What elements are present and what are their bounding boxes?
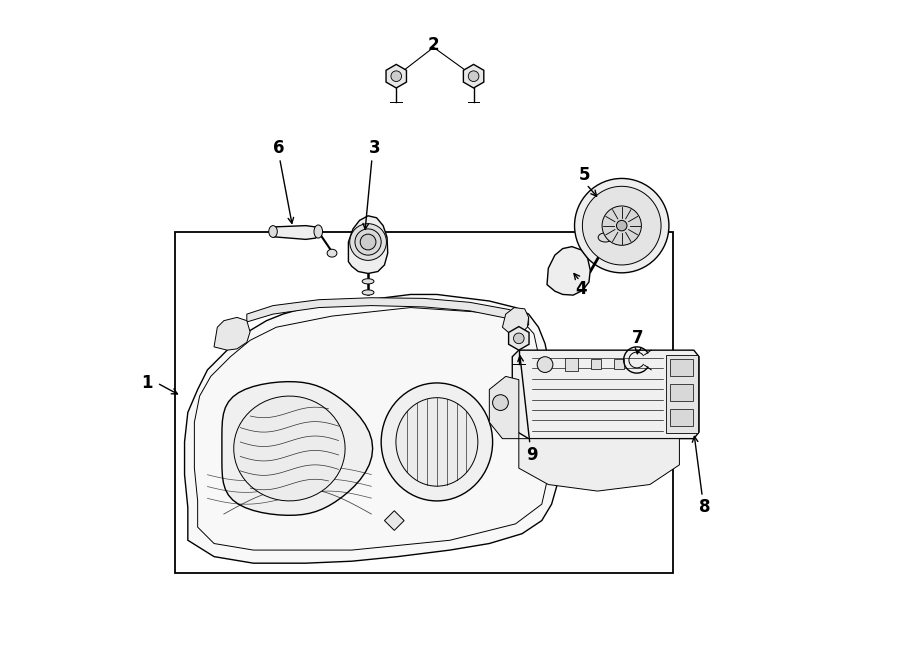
Circle shape	[355, 229, 382, 255]
Polygon shape	[490, 376, 518, 439]
Ellipse shape	[396, 398, 478, 486]
Polygon shape	[502, 307, 528, 335]
Ellipse shape	[382, 383, 492, 501]
Circle shape	[350, 223, 386, 260]
Ellipse shape	[598, 233, 613, 242]
Bar	[614, 359, 624, 369]
Ellipse shape	[362, 279, 374, 284]
Ellipse shape	[314, 225, 322, 238]
Circle shape	[492, 395, 508, 410]
Polygon shape	[273, 225, 319, 239]
Ellipse shape	[362, 290, 374, 295]
Bar	[670, 409, 692, 426]
Circle shape	[537, 357, 553, 372]
Bar	[564, 358, 578, 371]
Bar	[175, 232, 673, 573]
Text: 1: 1	[141, 374, 153, 392]
Polygon shape	[348, 215, 388, 274]
Circle shape	[582, 186, 662, 265]
Text: 3: 3	[369, 139, 381, 157]
Circle shape	[360, 234, 376, 250]
Bar	[591, 359, 601, 369]
Circle shape	[616, 220, 627, 231]
Circle shape	[514, 333, 524, 344]
Polygon shape	[184, 294, 558, 563]
Polygon shape	[547, 247, 590, 295]
Polygon shape	[234, 396, 345, 501]
Polygon shape	[222, 381, 373, 516]
Circle shape	[468, 71, 479, 81]
Circle shape	[574, 178, 669, 273]
Text: 9: 9	[526, 446, 537, 464]
Text: 5: 5	[579, 165, 590, 184]
Circle shape	[602, 206, 642, 245]
Polygon shape	[247, 297, 528, 325]
Circle shape	[391, 71, 401, 81]
Text: 8: 8	[698, 498, 710, 516]
Bar	[666, 356, 698, 434]
Polygon shape	[518, 439, 680, 491]
Polygon shape	[464, 64, 484, 88]
Polygon shape	[214, 317, 250, 350]
Text: 4: 4	[575, 280, 587, 298]
Text: 7: 7	[633, 329, 643, 348]
Bar	[670, 384, 692, 401]
Ellipse shape	[327, 249, 337, 257]
Text: 2: 2	[428, 36, 439, 54]
Polygon shape	[508, 327, 529, 350]
Polygon shape	[384, 511, 404, 530]
Text: 6: 6	[273, 139, 284, 157]
Polygon shape	[512, 350, 699, 439]
Bar	[670, 360, 692, 375]
Polygon shape	[386, 64, 407, 88]
Ellipse shape	[269, 225, 277, 237]
